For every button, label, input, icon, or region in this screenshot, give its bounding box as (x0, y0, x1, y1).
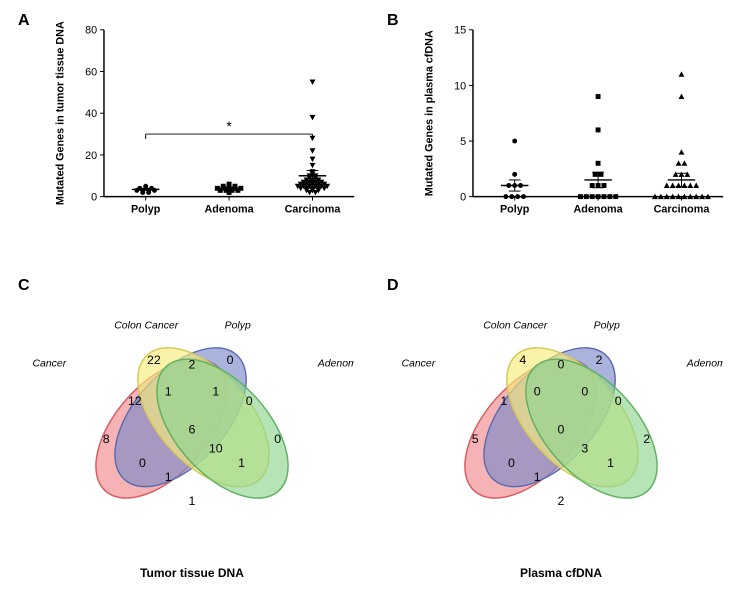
svg-text:40: 40 (85, 108, 97, 120)
svg-text:Adenoma: Adenoma (574, 203, 624, 215)
svg-text:Polyp: Polyp (594, 321, 620, 332)
svg-text:1: 1 (165, 384, 172, 398)
svg-text:10: 10 (209, 441, 223, 455)
venn-title-c: Tumor tissue DNA (10, 566, 374, 580)
svg-text:Adenoma: Adenoma (205, 203, 255, 215)
venn-diagram-d: Rectal Cancer Colon Cancer Polyp Adenoma 5 4 2… (399, 300, 723, 538)
svg-text:5: 5 (472, 432, 479, 446)
svg-text:2: 2 (189, 358, 196, 372)
panel-label-b: B (387, 12, 399, 30)
svg-text:0: 0 (274, 432, 281, 446)
panel-label-c: C (18, 277, 30, 295)
svg-text:1: 1 (500, 394, 507, 408)
svg-text:1: 1 (165, 470, 172, 484)
svg-text:1: 1 (607, 456, 614, 470)
svg-text:22: 22 (147, 353, 161, 367)
svg-text:80: 80 (85, 25, 97, 37)
svg-text:5: 5 (460, 136, 466, 148)
svg-text:0: 0 (581, 384, 588, 398)
svg-text:0: 0 (91, 192, 97, 204)
scatter-plot-a: 0 20 40 60 80 Polyp Adenoma Carcinoma Mutated Ge… (50, 20, 364, 226)
svg-text:Carcinoma: Carcinoma (654, 203, 711, 215)
svg-text:0: 0 (558, 358, 565, 372)
svg-text:1: 1 (534, 470, 541, 484)
svg-text:6: 6 (189, 422, 196, 436)
svg-text:1: 1 (212, 384, 219, 398)
venn-diagram-c: Rectal CancerColon CancerPolypAdenoma822… (30, 300, 354, 538)
svg-text:3: 3 (581, 441, 588, 455)
svg-text:Mutated Genes in tumor tissue: Mutated Genes in tumor tissue DNA (55, 21, 67, 205)
svg-text:0: 0 (534, 384, 541, 398)
svg-text:15: 15 (454, 25, 466, 37)
svg-text:1: 1 (189, 494, 196, 508)
svg-text:1: 1 (238, 456, 245, 470)
panel-b: B 0 5 10 15 Polyp Adenoma Carcinoma Mutated Gen… (379, 10, 743, 270)
svg-text:0: 0 (460, 192, 466, 204)
svg-text:Polyp: Polyp (500, 203, 530, 215)
svg-text:12: 12 (128, 394, 142, 408)
panel-d: D Rectal Cancer Colon Cancer Polyp Adenoma 5… (379, 275, 743, 585)
svg-text:Carcinoma: Carcinoma (285, 203, 342, 215)
panel-a: A 0 20 40 60 80 Polyp Adenoma Carcinoma Mutated … (10, 10, 374, 270)
svg-text:Rectal Cancer: Rectal Cancer (30, 359, 67, 370)
svg-text:0: 0 (558, 422, 565, 436)
svg-text:Adenoma: Adenoma (686, 359, 723, 370)
svg-text:2: 2 (596, 353, 603, 367)
panel-c: C Rectal Cancer Colon Cancer Polyp Adenoma 8… (10, 275, 374, 585)
svg-text:4: 4 (519, 353, 526, 367)
svg-text:Adenoma: Adenoma (317, 359, 354, 370)
svg-text:0: 0 (139, 456, 146, 470)
svg-text:*: * (226, 119, 232, 134)
panel-label-d: D (387, 277, 399, 295)
panel-label-a: A (18, 12, 30, 30)
svg-text:20: 20 (85, 150, 97, 162)
svg-text:0: 0 (615, 394, 622, 408)
venn-title-d: Plasma cfDNA (379, 566, 743, 580)
svg-text:Colon Cancer: Colon Cancer (114, 321, 179, 332)
svg-text:0: 0 (508, 456, 515, 470)
svg-text:2: 2 (643, 432, 650, 446)
svg-text:Colon Cancer: Colon Cancer (483, 321, 548, 332)
svg-text:Mutated Genes in plasma cfDNA: Mutated Genes in plasma cfDNA (424, 30, 436, 196)
svg-text:Polyp: Polyp (225, 321, 251, 332)
svg-text:0: 0 (246, 394, 253, 408)
svg-text:8: 8 (103, 432, 110, 446)
svg-text:2: 2 (558, 494, 565, 508)
svg-text:60: 60 (85, 66, 97, 78)
svg-text:Rectal Cancer: Rectal Cancer (399, 359, 436, 370)
svg-text:0: 0 (227, 353, 234, 367)
svg-text:10: 10 (454, 80, 466, 92)
svg-text:Polyp: Polyp (131, 203, 161, 215)
scatter-plot-b: 0 5 10 15 Polyp Adenoma Carcinoma Mutated Genes… (419, 20, 733, 226)
